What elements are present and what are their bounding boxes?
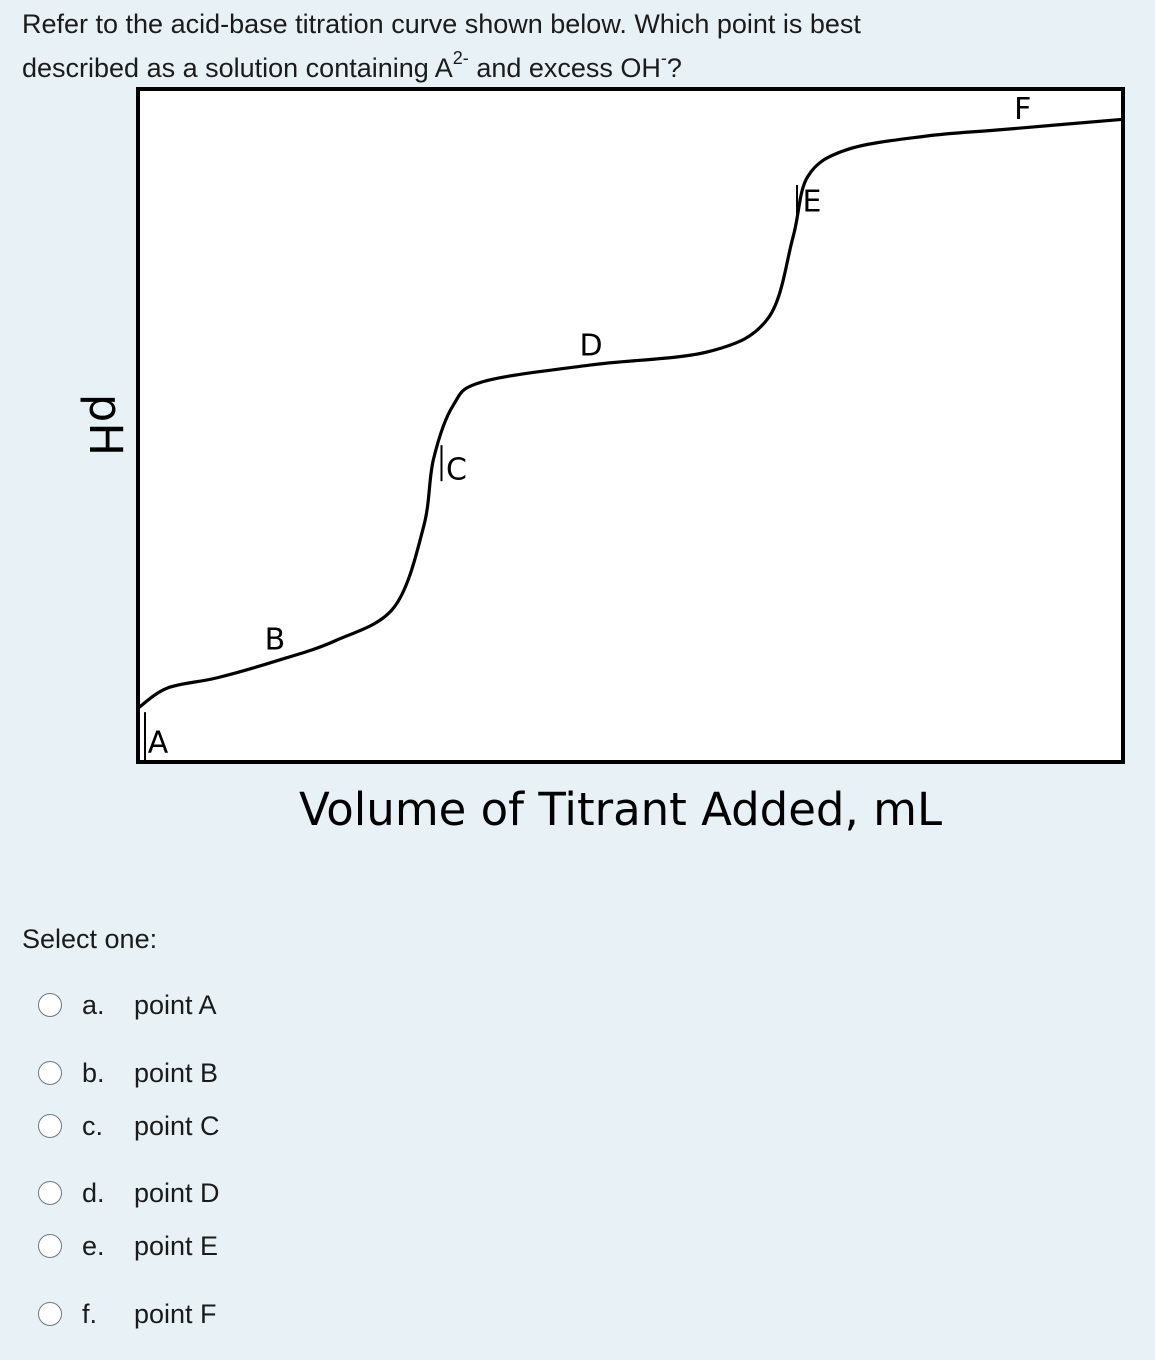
radio-icon[interactable] — [38, 1302, 62, 1326]
titration-curve-line — [137, 117, 1124, 710]
question-line-2: described as a solution containing A2- a… — [22, 46, 1132, 90]
point-label-a: A — [148, 726, 169, 761]
option-letter: a. — [82, 989, 105, 1020]
option-letter: e. — [82, 1230, 105, 1261]
option-a[interactable]: a. point A — [38, 987, 217, 1023]
hydroxide-superscript: - — [660, 48, 667, 68]
option-b[interactable]: b. point B — [38, 1055, 218, 1091]
option-label: point C — [134, 1110, 220, 1141]
question-line-2-middle: and excess OH — [468, 53, 661, 83]
option-label: point B — [134, 1057, 219, 1088]
radio-icon[interactable] — [38, 1114, 62, 1138]
select-one-label: Select one: — [22, 924, 158, 954]
question-line-2-start: described as a solution containing A — [22, 53, 453, 83]
point-label-d: D — [580, 328, 603, 363]
option-letter: b. — [82, 1057, 105, 1088]
option-label: point D — [134, 1177, 220, 1208]
option-f[interactable]: f. point F — [38, 1296, 217, 1332]
point-label-f: F — [1014, 92, 1031, 127]
question-line-2-end: ? — [666, 53, 682, 83]
point-label-e: E — [803, 185, 822, 220]
y-axis-label: pH — [79, 394, 132, 456]
radio-icon[interactable] — [38, 993, 62, 1017]
option-e[interactable]: e. point E — [38, 1228, 218, 1264]
option-label: point A — [134, 989, 217, 1020]
x-axis-label: Volume of Titrant Added, mL — [299, 783, 942, 836]
charge-superscript: 2- — [452, 48, 469, 68]
radio-icon[interactable] — [38, 1234, 62, 1258]
point-label-c: C — [446, 453, 467, 488]
option-label: point E — [134, 1230, 219, 1261]
option-letter: c. — [82, 1110, 104, 1141]
point-label-b: B — [265, 623, 286, 658]
option-c[interactable]: c. point C — [38, 1108, 220, 1144]
option-letter: f. — [82, 1298, 98, 1329]
plot-frame — [136, 87, 1125, 764]
question-line-1: Refer to the acid-base titration curve s… — [22, 9, 861, 39]
radio-icon[interactable] — [38, 1061, 62, 1085]
question-text: Refer to the acid-base titration curve s… — [22, 2, 1132, 90]
titration-chart: A B C D E F Volume of Titrant Added, mL pH — [79, 87, 1125, 836]
option-label: point F — [134, 1298, 217, 1329]
titration-curve-svg: A B C D E F Volume of Titrant Added, mL pH — [79, 87, 1125, 836]
option-d[interactable]: d. point D — [38, 1175, 220, 1211]
radio-icon[interactable] — [38, 1181, 62, 1205]
option-letter: d. — [82, 1177, 105, 1208]
